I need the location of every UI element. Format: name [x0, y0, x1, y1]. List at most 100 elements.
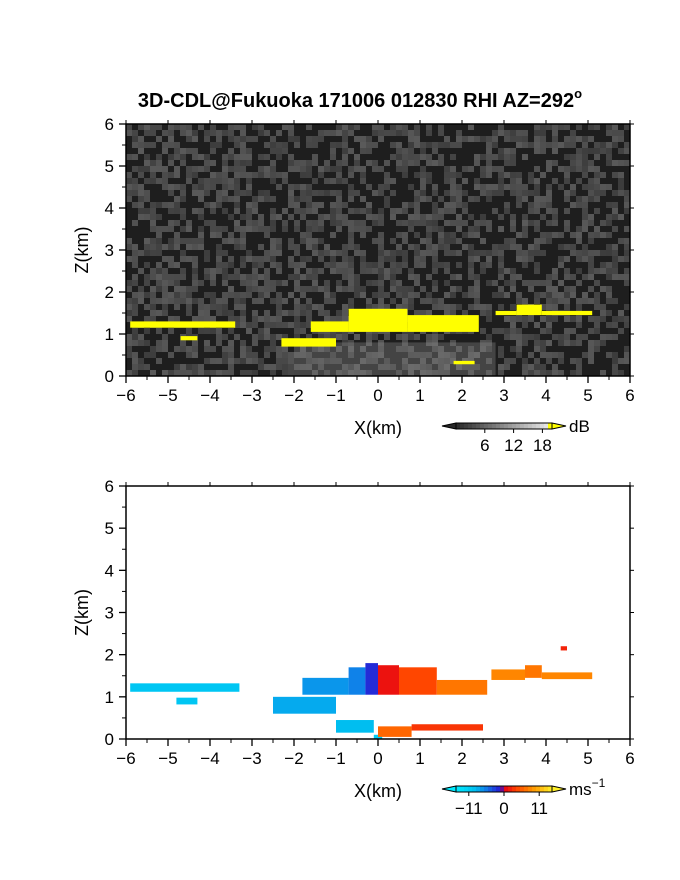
colorbar-segment	[536, 786, 541, 792]
echo-cell	[348, 308, 408, 332]
x-tick-label: −3	[242, 749, 261, 768]
colorbar-segment	[500, 423, 505, 429]
colorbar-segment	[500, 786, 505, 792]
colorbar-segment	[492, 786, 497, 792]
y-tick-label: 6	[105, 477, 114, 496]
colorbar-segment	[468, 423, 473, 429]
colorbar-segment	[496, 423, 501, 429]
echo-cell	[310, 321, 349, 332]
colorbar-segment	[536, 423, 541, 429]
echo-cell	[302, 677, 349, 695]
echo-cell	[399, 667, 437, 695]
echo-cell	[436, 679, 488, 695]
x-tick-label: 6	[625, 749, 634, 768]
colorbar-segment	[476, 786, 481, 792]
colorbar-segment	[464, 786, 469, 792]
x-tick-label: 1	[415, 386, 424, 405]
x-tick-label: 0	[373, 386, 382, 405]
colorbar-high-end	[551, 422, 567, 430]
y-tick-label: 3	[105, 241, 114, 260]
velocity-panel: −6 −5 −4 −3 −2 −1 0 1 2 3 4 5 6 0 1 2 3 4 5 6 X(km) Z(km) −11 0…	[72, 477, 635, 818]
colorbar-segment	[548, 423, 553, 429]
figure-title: 3D-CDL@Fukuoka 171006 012830 RHI AZ=292o	[138, 86, 582, 112]
colorbar-segment	[544, 786, 549, 792]
echo-cell	[541, 672, 593, 680]
colorbar-segment	[504, 786, 509, 792]
echo-cell	[130, 683, 240, 692]
colorbar-segment	[472, 423, 477, 429]
x-tick-label: 3	[499, 386, 508, 405]
echo-cell	[453, 360, 475, 365]
echo-cell	[541, 310, 593, 316]
colorbar-segment	[516, 786, 521, 792]
echo-cell	[495, 310, 517, 316]
colorbar-segment	[548, 786, 553, 792]
noise-field	[126, 124, 630, 376]
colorbar-segment	[480, 786, 485, 792]
y-axis-label: Z(km)	[72, 227, 92, 274]
x-tick-label: −4	[200, 386, 219, 405]
low-level-echo	[294, 342, 496, 376]
x-tick-label: −6	[116, 749, 135, 768]
x-tick-label: −5	[158, 386, 177, 405]
colorbar-segment	[540, 786, 545, 792]
colorbar-segment	[460, 423, 465, 429]
colorbar-segment	[480, 423, 485, 429]
y-tick-label: 2	[105, 283, 114, 302]
plot-area	[126, 486, 630, 739]
colorbar-segment	[528, 786, 533, 792]
colorbar-segment	[492, 423, 497, 429]
x-tick-label: 6	[625, 386, 634, 405]
y-tick-label: 4	[105, 199, 114, 218]
colorbar-segment	[524, 423, 529, 429]
echo-cell	[130, 321, 236, 328]
y-tick-label: 0	[105, 367, 114, 386]
colorbar-segment	[476, 423, 481, 429]
colorbar-tick-label: 11	[530, 799, 548, 818]
echo-cell	[281, 338, 336, 347]
colorbar-segment	[504, 423, 509, 429]
echo-cell	[180, 336, 198, 341]
colorbar-segment	[460, 786, 465, 792]
y-tick-label: 5	[105, 519, 114, 538]
colorbar-high-end	[551, 785, 567, 793]
x-tick-label: −1	[326, 749, 345, 768]
y-tick-label: 4	[105, 561, 114, 580]
colorbar-segment	[520, 786, 525, 792]
x-tick-label: 5	[583, 386, 592, 405]
x-axis-label: X(km)	[354, 781, 402, 801]
colorbar-segment	[508, 786, 513, 792]
echo-cell	[176, 697, 198, 705]
colorbar-low-end	[441, 422, 457, 430]
y-tick-label: 0	[105, 730, 114, 749]
colorbar-segment	[488, 423, 493, 429]
colorbar-segment	[464, 423, 469, 429]
x-tick-label: −2	[284, 749, 303, 768]
colorbar-segment	[532, 786, 537, 792]
x-tick-label: 2	[457, 386, 466, 405]
x-tick-label: −6	[116, 386, 135, 405]
y-axis-label: Z(km)	[72, 589, 92, 636]
colorbar-segment	[496, 786, 501, 792]
colorbar-segment	[508, 423, 513, 429]
x-tick-label: 1	[415, 749, 424, 768]
x-tick-label: 3	[499, 749, 508, 768]
colorbar-segment	[468, 786, 473, 792]
colorbar-frame	[455, 422, 553, 430]
colorbar: 6 12 18 dB	[441, 417, 590, 455]
x-tick-label: −2	[284, 386, 303, 405]
x-tick-label: 5	[583, 749, 592, 768]
echo-cell	[273, 696, 336, 714]
colorbar-segment	[516, 423, 521, 429]
colorbar-unit: ms−1	[569, 776, 606, 799]
plot-area	[126, 124, 630, 376]
x-axis-label: X(km)	[354, 418, 402, 438]
colorbar-segment	[528, 423, 533, 429]
echo-cell	[378, 665, 399, 695]
x-tick-label: −4	[200, 749, 219, 768]
colorbar-segment	[520, 423, 525, 429]
echo-cell	[348, 667, 366, 695]
echo-cell	[407, 315, 479, 332]
x-tick-label: 0	[373, 749, 382, 768]
